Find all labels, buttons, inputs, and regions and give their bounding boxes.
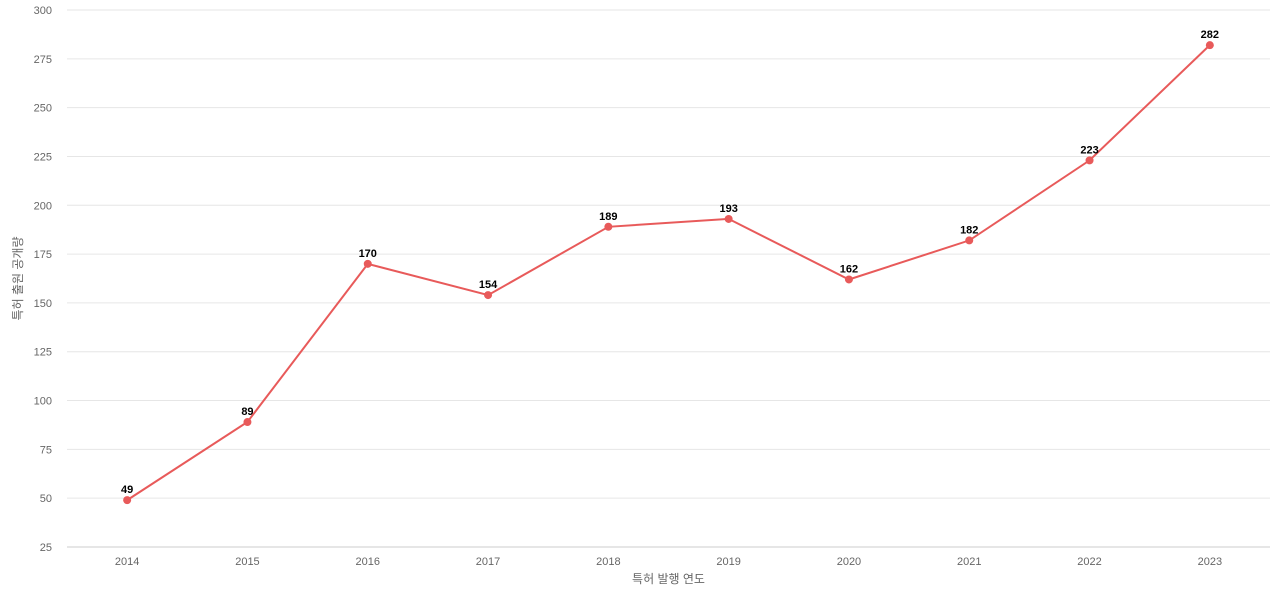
data-label: 282 bbox=[1201, 29, 1219, 41]
data-label: 162 bbox=[840, 263, 858, 275]
y-tick-label: 100 bbox=[34, 396, 52, 408]
data-label: 89 bbox=[241, 406, 253, 418]
x-tick-label: 2014 bbox=[115, 556, 139, 568]
y-tick-label: 200 bbox=[34, 200, 52, 212]
y-tick-label: 75 bbox=[40, 444, 52, 456]
y-tick-label: 250 bbox=[34, 103, 52, 115]
data-label: 189 bbox=[599, 211, 617, 223]
x-tick-label: 2017 bbox=[476, 556, 500, 568]
y-axis-title: 특허 출원 공개량 bbox=[11, 237, 25, 321]
y-tick-label: 50 bbox=[40, 493, 52, 505]
x-tick-label: 2020 bbox=[837, 556, 861, 568]
data-label: 182 bbox=[960, 224, 978, 236]
series-line bbox=[126, 44, 1211, 501]
data-point bbox=[484, 291, 493, 300]
data-labels: 49 89 170 154 189 193 162 182 223 282 bbox=[121, 29, 1219, 496]
x-axis: 2014 2015 2016 2017 2018 2019 2020 2021 2022 2023 bbox=[115, 556, 1222, 568]
data-label: 193 bbox=[719, 203, 737, 215]
y-tick-label: 25 bbox=[40, 542, 52, 554]
x-tick-label: 2016 bbox=[356, 556, 380, 568]
data-point bbox=[363, 259, 372, 268]
series-points bbox=[123, 41, 1214, 505]
data-point bbox=[243, 418, 252, 427]
x-tick-label: 2018 bbox=[596, 556, 620, 568]
data-point bbox=[1205, 41, 1214, 50]
x-tick-label: 2015 bbox=[235, 556, 259, 568]
x-tick-label: 2019 bbox=[716, 556, 740, 568]
gridlines bbox=[67, 9, 1270, 548]
data-label: 170 bbox=[359, 248, 377, 260]
data-label: 154 bbox=[479, 279, 498, 291]
x-axis-title: 특허 발행 연도 bbox=[632, 571, 705, 586]
x-tick-label: 2023 bbox=[1198, 556, 1222, 568]
y-tick-label: 150 bbox=[34, 298, 52, 310]
y-tick-label: 225 bbox=[34, 151, 52, 163]
y-tick-label: 300 bbox=[34, 5, 52, 17]
y-tick-label: 275 bbox=[34, 54, 52, 66]
data-point bbox=[965, 236, 974, 245]
y-tick-label: 125 bbox=[34, 347, 52, 359]
data-point bbox=[123, 496, 132, 505]
data-point bbox=[1085, 156, 1094, 165]
data-label: 223 bbox=[1080, 144, 1098, 156]
data-point bbox=[724, 214, 733, 223]
x-tick-label: 2021 bbox=[957, 556, 981, 568]
y-axis: 25 50 75 100 125 150 175 200 225 250 275 300 bbox=[34, 5, 52, 554]
y-tick-label: 175 bbox=[34, 249, 52, 261]
data-point bbox=[604, 222, 613, 231]
data-label: 49 bbox=[121, 484, 133, 496]
x-tick-label: 2022 bbox=[1077, 556, 1101, 568]
data-point bbox=[844, 275, 853, 284]
